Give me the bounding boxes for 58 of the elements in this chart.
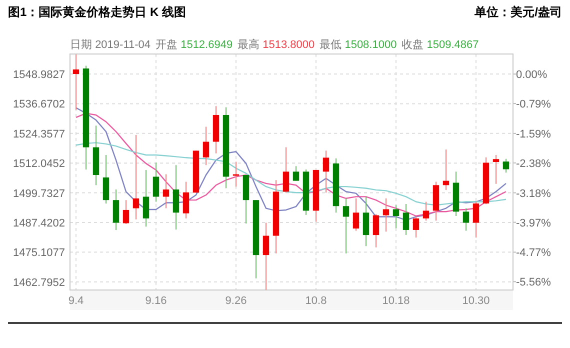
y-tick-label: 1512.0452 (13, 158, 65, 170)
x-tick-label: 10.30 (462, 295, 490, 307)
candlestick (152, 162, 160, 202)
y-tick-label: 1548.9827 (13, 69, 65, 82)
candlestick (172, 164, 180, 230)
candlestick (182, 181, 190, 219)
candlestick (322, 150, 330, 194)
y2-tick-label: -3.97% (516, 217, 552, 230)
y-tick-label: 1524.3577 (13, 128, 65, 140)
candlestick (132, 134, 140, 220)
text: 收盘 1509.4867 (402, 39, 479, 51)
y2-tick-label: -0.79% (516, 98, 552, 111)
candlestick (262, 222, 270, 290)
y-tick-label: 1475.1077 (13, 247, 65, 260)
candlestick (472, 201, 480, 238)
candlestick (142, 169, 150, 228)
candlestick (122, 200, 130, 224)
x-tick-label: 9.16 (145, 295, 167, 307)
candlestick (462, 208, 470, 232)
candlestick (492, 154, 500, 184)
candlestick (402, 203, 410, 236)
candlestick (342, 198, 350, 254)
candlestick (362, 196, 370, 247)
candlestick (102, 154, 110, 204)
y2-tick-label: -1.59% (516, 128, 552, 140)
y2-tick-label: -5.56% (516, 276, 552, 289)
candlestick (412, 216, 420, 238)
candlestick (392, 204, 400, 229)
y2-tick-label: -3.18% (516, 188, 552, 200)
y-tick-label: 1462.7952 (13, 276, 65, 289)
chart-title: 图1：国际黄金价格走势日 K 线图 (8, 5, 186, 19)
x-tick-label: 10.18 (382, 295, 410, 307)
x-tick-label: 9.26 (225, 295, 247, 307)
x-tick-label: 10.8 (305, 295, 327, 307)
text: 最高 1513.8000 (238, 38, 315, 51)
y2-tick-label: 0.00% (516, 69, 548, 82)
candlestick (382, 198, 390, 232)
y-tick-label: 1499.7327 (13, 188, 65, 200)
y-tick-label: 1536.6702 (13, 98, 65, 111)
candlestick (422, 201, 430, 222)
candlestick (202, 126, 210, 166)
y2-tick-label: -2.38% (516, 158, 552, 170)
text: 日期 2019-11-04 (70, 39, 151, 51)
candlestick (372, 214, 380, 248)
text: 最低 1508.1000 (320, 39, 397, 51)
text: 开盘 1512.6949 (156, 39, 233, 51)
candlestick (72, 54, 80, 110)
line-series (75, 142, 507, 206)
candlestick (282, 146, 290, 194)
candlestick (352, 198, 360, 232)
y-tick-label: 1487.4202 (13, 217, 65, 230)
candlestick (112, 188, 120, 230)
x-tick-label: 9.4 (68, 295, 84, 307)
candlestick (162, 174, 170, 209)
candlestick (502, 158, 510, 174)
y2-tick-label: -4.77% (516, 247, 552, 260)
candlestick (292, 166, 300, 182)
chart-subtitle: 单位：美元/盎司 (474, 5, 562, 19)
